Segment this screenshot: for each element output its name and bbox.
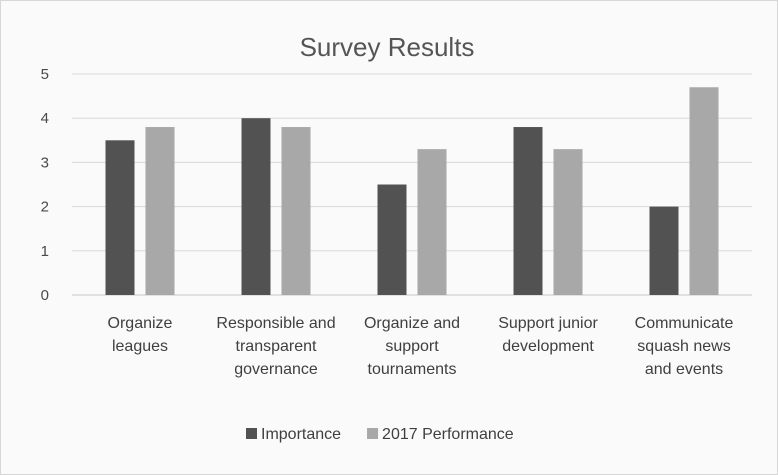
y-tick-label: 0: [41, 287, 49, 304]
legend-label: Importance: [261, 426, 341, 443]
x-category-label: leagues: [112, 338, 168, 355]
legend: Importance 2017 Performance: [246, 426, 514, 443]
bar-2017-performance-1: [281, 127, 311, 295]
bar-2017-performance-0: [145, 127, 175, 295]
x-category-label: squash news: [637, 338, 730, 355]
y-tick-label: 4: [41, 110, 49, 127]
bars: [105, 87, 719, 295]
bar-2017-performance-2: [417, 149, 447, 295]
y-tick-label: 3: [41, 154, 49, 171]
bar-importance-1: [241, 118, 271, 295]
x-category-label: development: [502, 338, 594, 355]
x-category-label: Responsible and: [216, 315, 335, 332]
legend-swatch: [246, 428, 257, 439]
x-category-label: and events: [645, 361, 723, 378]
bar-2017-performance-3: [553, 149, 583, 295]
y-axis-ticks: 0 1 2 3 4 5: [41, 66, 49, 304]
x-axis-labels: Organize leagues Responsible and transparen…: [108, 315, 734, 378]
chart-title: Survey Results: [300, 32, 475, 62]
y-tick-label: 5: [41, 66, 49, 83]
x-category-label: Organize: [108, 315, 173, 332]
x-category-label: transparent: [236, 338, 317, 355]
bar-2017-performance-4: [689, 87, 719, 295]
bar-importance-2: [377, 184, 407, 295]
x-category-label: tournaments: [368, 361, 457, 378]
bar-importance-4: [649, 206, 679, 295]
gridlines: [72, 73, 752, 296]
x-category-label: Organize and: [364, 315, 460, 332]
bar-importance-0: [105, 140, 135, 295]
x-category-label: Communicate: [635, 315, 734, 332]
x-category-label: governance: [234, 361, 318, 378]
legend-swatch: [367, 428, 379, 439]
legend-label: 2017 Performance: [382, 426, 514, 443]
x-category-label: Support junior: [498, 315, 598, 332]
bar-importance-3: [513, 127, 543, 295]
y-tick-label: 2: [41, 199, 49, 216]
y-tick-label: 1: [41, 243, 49, 260]
x-category-label: support: [385, 338, 439, 355]
